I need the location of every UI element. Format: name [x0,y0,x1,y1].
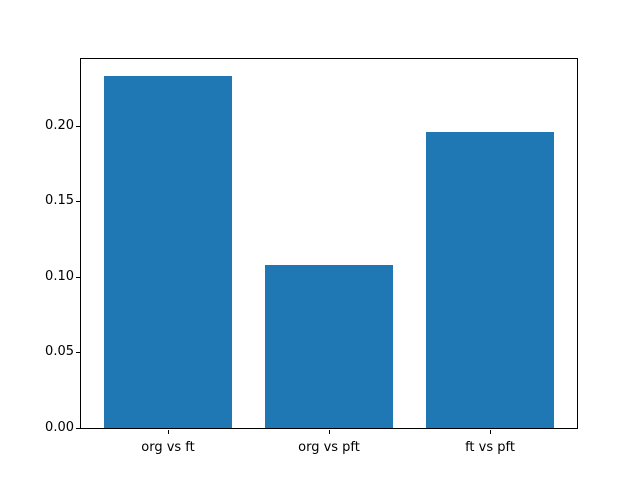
y-tick-mark [76,352,80,354]
y-tick-label: 0.00 [45,420,74,435]
y-tick-label: 0.15 [45,193,74,209]
x-tick-label: ft vs pft [465,440,515,455]
x-tick-label: org vs ft [141,440,195,455]
y-tick-mark [76,201,80,203]
y-tick-label: 0.20 [45,117,74,133]
x-tick-mark [490,430,491,434]
bar-ft-vs-pft [425,132,555,428]
x-tick-mark [168,430,169,434]
plot-area: 0.00 0.05 0.10 0.15 0.20 org vs ft org vs pft… [45,58,578,455]
y-tick-mark [76,125,80,127]
y-tick-label: 0.10 [45,268,74,284]
x-tick-label: org vs pft [298,440,360,455]
bar-org-vs-ft [103,76,233,428]
x-tick-mark [329,430,330,434]
y-tick-mark [76,428,80,429]
y-tick-label: 0.05 [45,344,74,360]
y-tick-mark [76,276,80,278]
bar-org-vs-pft [264,265,394,428]
